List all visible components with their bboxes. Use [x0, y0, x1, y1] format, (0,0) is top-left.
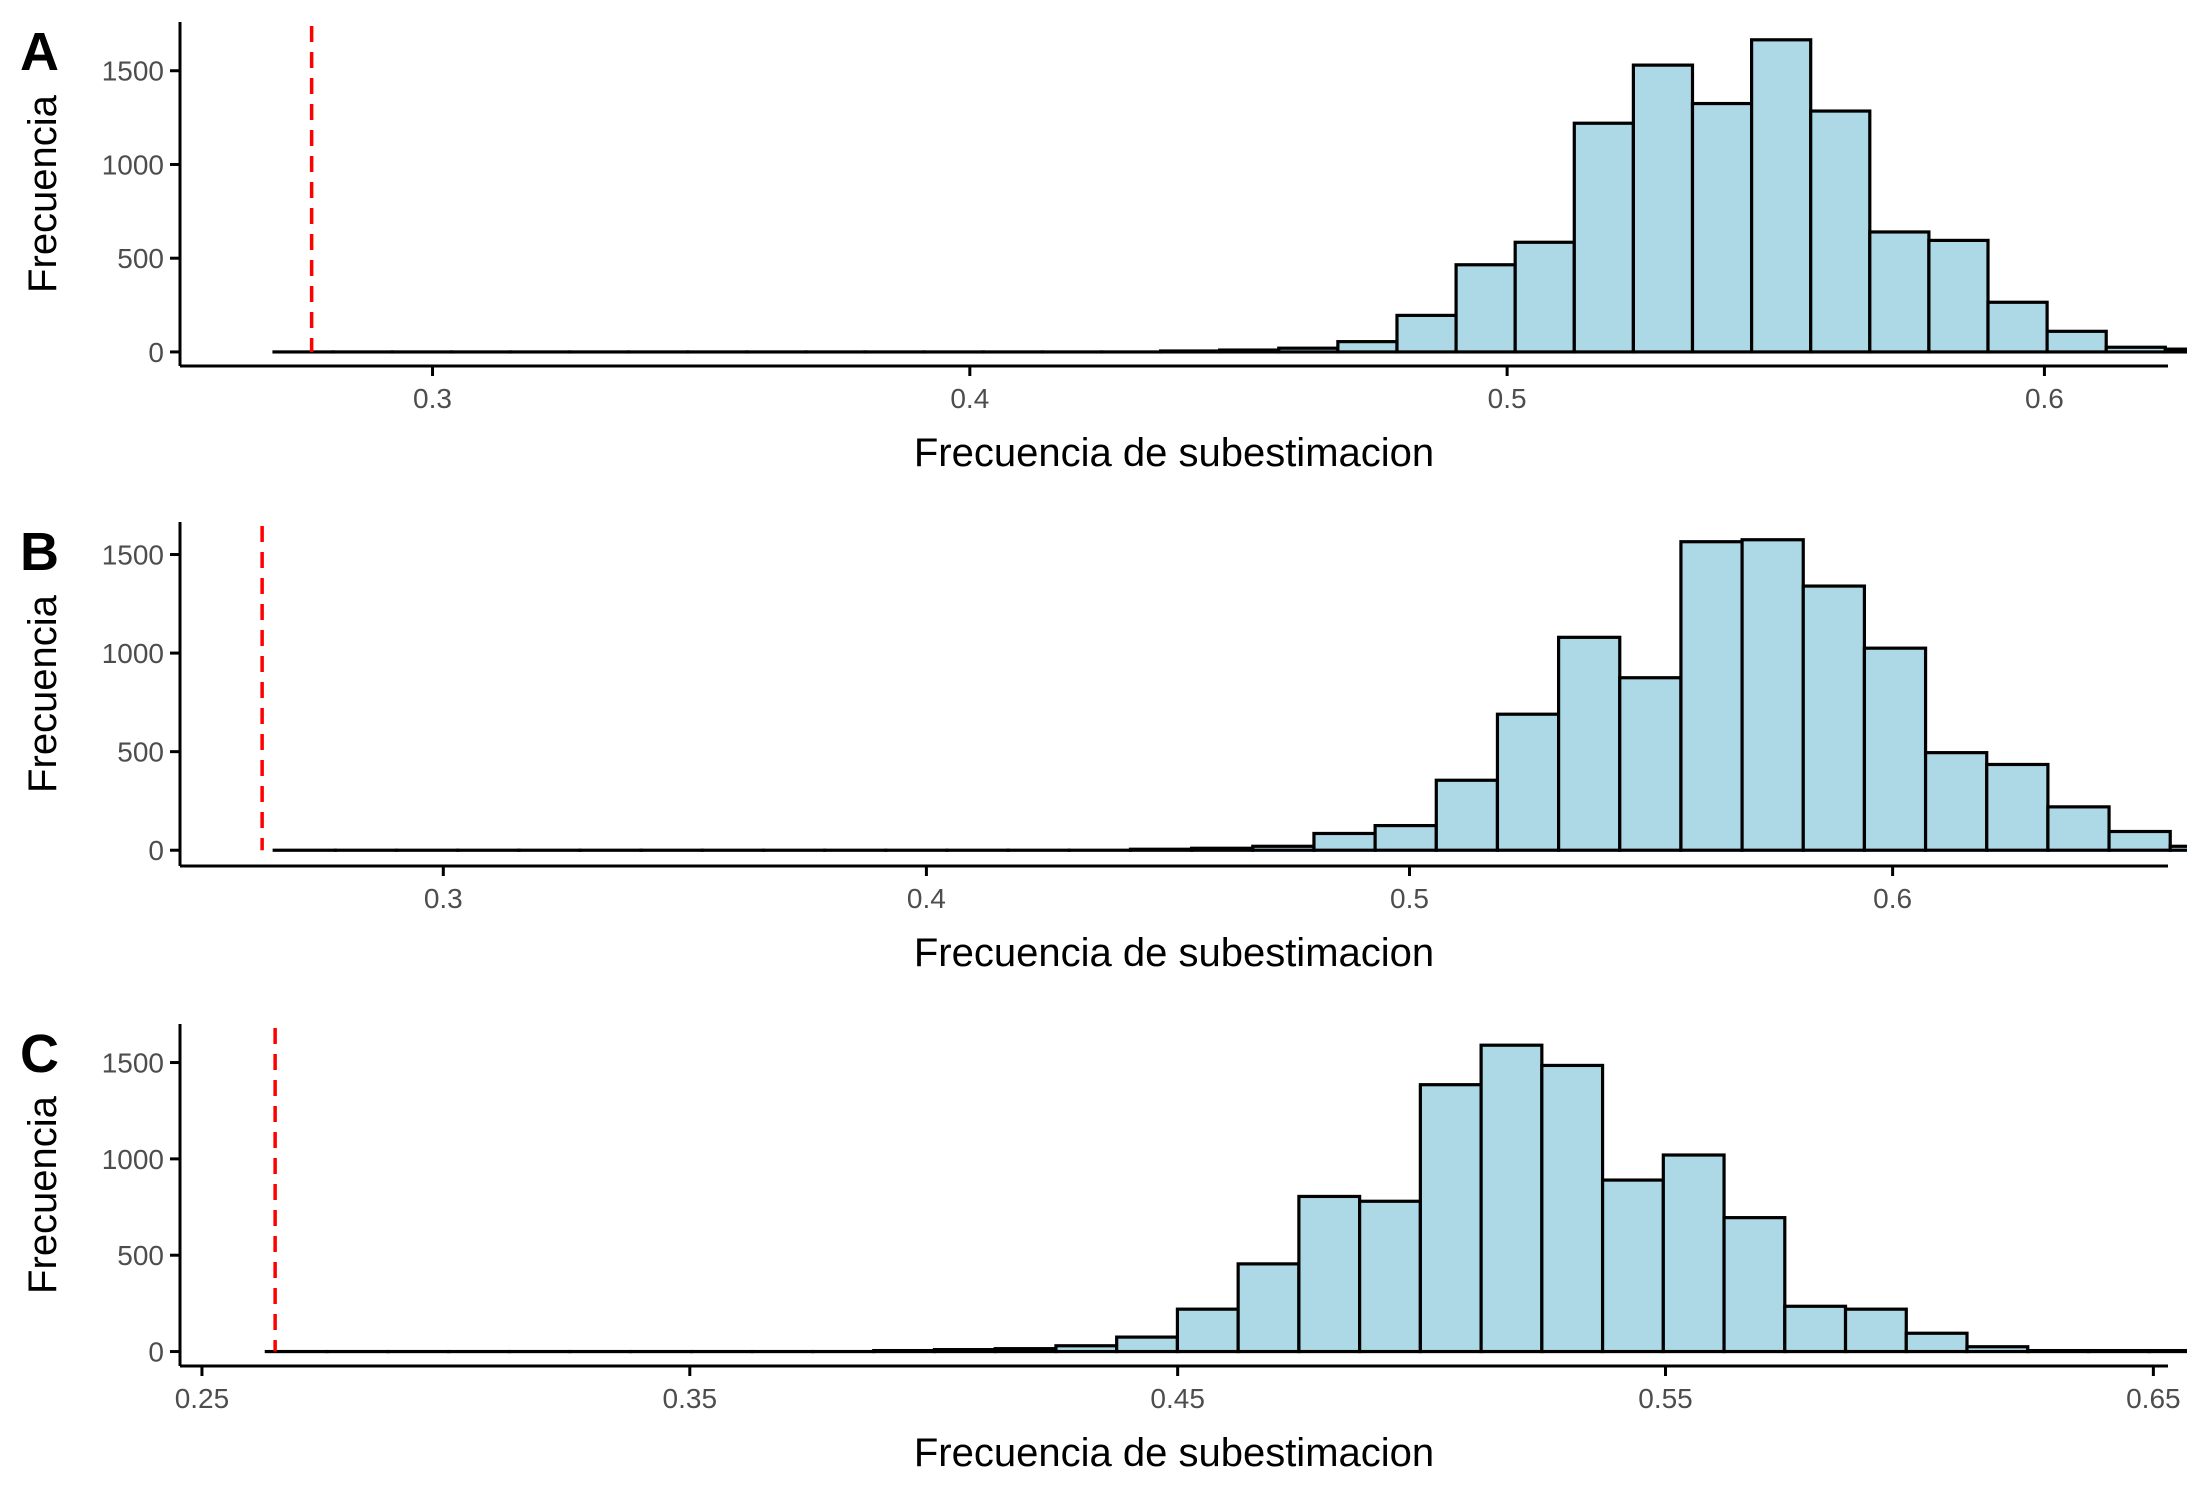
histogram-bar: [1158, 349, 1222, 354]
x-tick-label: 0.55: [1638, 1383, 1693, 1414]
histogram-bar: [1783, 1304, 1848, 1354]
histogram-bar: [1358, 1199, 1422, 1354]
histogram-bar: [1236, 1262, 1301, 1354]
histogram-bar: [1540, 1063, 1605, 1354]
histogram-bar: [1054, 1344, 1119, 1354]
histogram-bar: [1297, 1194, 1362, 1354]
histogram-bar: [872, 1348, 937, 1354]
x-tick-label: 0.6: [1873, 883, 1912, 914]
x-tick-label: 0.45: [1150, 1383, 1205, 1414]
y-tick-label: 500: [117, 737, 164, 768]
histogram-bar: [1479, 1043, 1544, 1354]
histogram-bar: [1395, 313, 1458, 354]
x-tick-label: 0.5: [1390, 883, 1429, 914]
histogram-bar: [1557, 635, 1622, 852]
histogram-bar: [1513, 240, 1576, 354]
histogram-bar: [1904, 1331, 1969, 1354]
histogram-bar: [1251, 844, 1316, 852]
y-tick-label: 0: [148, 835, 164, 866]
histogram-bar: [1190, 846, 1255, 852]
histogram-bar: [2046, 805, 2111, 852]
x-tick-label: 0.4: [907, 883, 946, 914]
y-tick-label: 1500: [102, 540, 164, 571]
y-tick-label: 1500: [102, 1048, 164, 1079]
histogram-bar: [1722, 1216, 1787, 1354]
panel-tag: A: [20, 22, 59, 82]
histogram-bar: [1218, 348, 1281, 354]
x-tick-label: 0.3: [413, 383, 452, 414]
y-tick-label: 1000: [102, 638, 164, 669]
x-tick-label: 0.5: [1488, 383, 1527, 414]
histogram-bar: [2147, 1348, 2187, 1354]
histogram-bar: [1986, 300, 2049, 354]
y-tick-label: 1000: [102, 1144, 164, 1175]
x-tick-label: 0.6: [2025, 383, 2064, 414]
panel-tag: C: [20, 1024, 59, 1084]
x-axis-title: Frecuencia de subestimacion: [914, 931, 1434, 975]
histogram-bar: [1862, 646, 1928, 852]
y-tick-label: 500: [117, 243, 164, 274]
y-tick-label: 500: [117, 1240, 164, 1271]
histogram-bar: [1128, 847, 1194, 852]
histogram-bar: [1572, 121, 1635, 354]
histogram-bar: [1631, 63, 1695, 354]
histogram-bar: [1373, 823, 1438, 852]
histogram-bar: [1434, 778, 1500, 852]
histogram-bar: [1495, 712, 1561, 852]
histogram-bar: [2163, 347, 2187, 354]
histogram-bar: [1336, 340, 1399, 354]
y-axis-title: Frecuencia: [21, 94, 65, 293]
histogram-bar: [1175, 1307, 1240, 1354]
histogram-bar: [1740, 538, 1805, 852]
histogram-bar: [2107, 829, 2172, 852]
histogram-bar: [2026, 1348, 2091, 1354]
x-tick-label: 0.4: [950, 383, 989, 414]
histogram-bar: [1679, 540, 1744, 852]
histogram-bar: [2104, 345, 2167, 354]
y-axis-title: Frecuencia: [21, 594, 65, 793]
histogram-bar: [1985, 762, 2050, 852]
y-tick-label: 0: [148, 337, 164, 368]
histogram-bar: [1868, 230, 1931, 354]
histogram-bar: [1749, 38, 1813, 354]
histogram-bar: [1923, 751, 1989, 852]
y-tick-label: 0: [148, 1337, 164, 1368]
y-axis-title: Frecuencia: [21, 1095, 65, 1294]
histogram-bar: [1618, 676, 1683, 852]
histogram-bar: [1312, 831, 1377, 852]
histogram-bar: [1277, 346, 1340, 354]
panel-a: 0 500 1000 1500 0.3 0.4 0.5 0.6 Frecuencia de su…: [20, 22, 2187, 475]
histogram-bar: [2168, 844, 2187, 852]
histogram-bar: [1927, 238, 1990, 354]
x-tick-label: 0.35: [663, 1383, 718, 1414]
histogram-bar: [1115, 1335, 1180, 1354]
histogram-bar: [932, 1348, 997, 1354]
x-tick-label: 0.65: [2126, 1383, 2181, 1414]
y-tick-label: 1000: [102, 149, 164, 180]
histogram-bar: [1690, 101, 1754, 354]
y-tick-label: 1500: [102, 56, 164, 87]
panel-b: 0 500 1000 1500 0.3 0.4 0.5 0.6 Frecuencia de su…: [20, 522, 2187, 975]
histogram-bar: [2086, 1348, 2151, 1354]
histogram-bar: [1809, 109, 1872, 354]
histogram-bar: [1843, 1307, 1908, 1354]
x-tick-label: 0.3: [424, 883, 463, 914]
panel-c: 0 500 1000 1500 0.25 0.35 0.45 0.55 0.65 Frecuenc…: [20, 1024, 2187, 1475]
histogram-bar: [1801, 584, 1867, 852]
x-axis-title: Frecuencia de subestimacion: [914, 1431, 1434, 1475]
histogram-bar: [993, 1347, 1058, 1354]
histogram-bar: [1661, 1153, 1726, 1354]
histogram-bar: [2045, 329, 2108, 354]
histogram-bar: [1600, 1178, 1665, 1354]
histogram-bar: [1418, 1083, 1483, 1354]
x-tick-label: 0.25: [175, 1383, 230, 1414]
x-axis-title: Frecuencia de subestimacion: [914, 431, 1434, 475]
panel-tag: B: [20, 522, 59, 582]
histogram-bar: [1965, 1345, 2030, 1354]
histogram-bar: [1454, 263, 1517, 354]
